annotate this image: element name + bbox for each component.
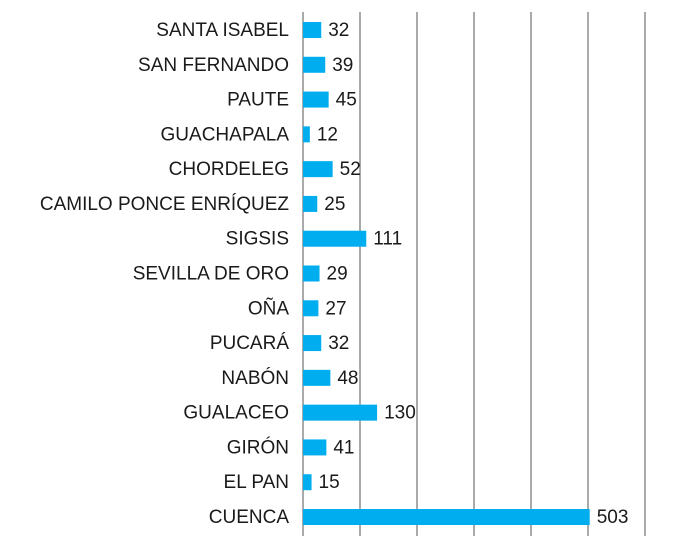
bar — [303, 161, 333, 178]
data-label: 48 — [337, 368, 358, 389]
data-label: 12 — [317, 124, 338, 145]
bar — [303, 439, 327, 456]
bar — [303, 195, 318, 212]
y-tick-label: PUCARÁ — [210, 333, 290, 354]
data-label: 32 — [328, 20, 349, 41]
y-tick-label: OÑA — [248, 297, 290, 319]
bar — [303, 369, 331, 386]
bar — [303, 300, 319, 317]
data-label: 111 — [373, 229, 402, 250]
bar — [303, 509, 590, 525]
bar — [303, 474, 312, 491]
data-label: 52 — [340, 159, 361, 180]
bar — [303, 265, 320, 282]
data-label: 32 — [328, 333, 349, 354]
data-label: 503 — [597, 507, 629, 528]
data-label: 15 — [319, 472, 340, 493]
y-tick-label: SANTA ISABEL — [156, 20, 289, 41]
data-label: 45 — [336, 90, 357, 111]
bar — [303, 126, 310, 143]
data-label: 27 — [325, 298, 346, 319]
data-label: 29 — [327, 264, 348, 285]
y-tick-label: CAMILO PONCE ENRÍQUEZ — [40, 194, 290, 215]
y-tick-label: GUACHAPALA — [161, 124, 290, 145]
bar — [303, 404, 378, 421]
bar — [303, 335, 322, 352]
y-tick-label: GUALACEO — [183, 403, 289, 424]
bar — [303, 91, 329, 108]
bar — [303, 56, 326, 73]
data-label: 41 — [333, 437, 354, 458]
y-tick-label: EL PAN — [224, 472, 289, 493]
data-label: 39 — [332, 55, 353, 76]
bar — [303, 22, 322, 38]
data-label: 25 — [324, 194, 345, 215]
y-tick-label: CHORDELEG — [169, 159, 289, 180]
y-tick-label: CUENCA — [209, 507, 290, 528]
y-tick-label: SIGSIS — [226, 229, 289, 250]
y-tick-label: SAN FERNANDO — [138, 55, 289, 76]
data-label: 130 — [384, 403, 416, 424]
y-tick-label: SEVILLA DE ORO — [133, 264, 289, 285]
bar — [303, 230, 367, 247]
y-tick-label: PAUTE — [227, 90, 289, 111]
y-tick-label: GIRÓN — [227, 436, 289, 458]
y-tick-label: NABÓN — [221, 367, 289, 389]
